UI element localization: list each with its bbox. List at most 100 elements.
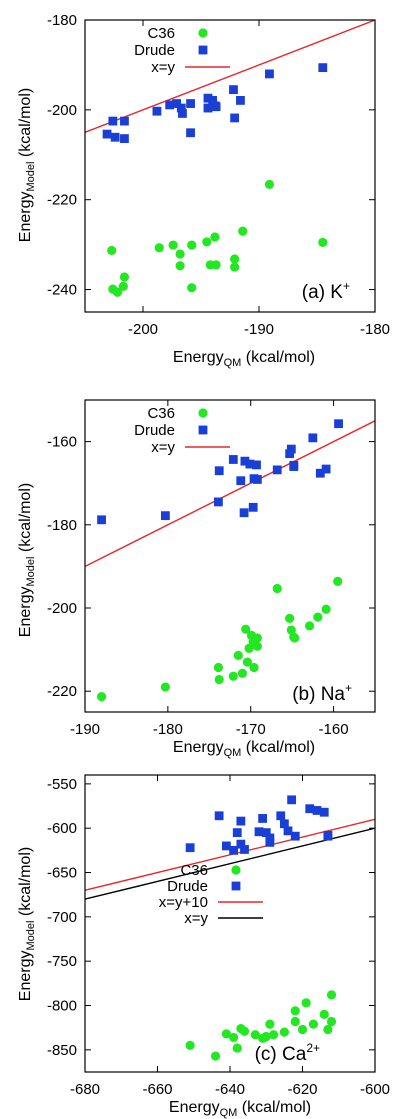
x-axis-label: EnergyQM (kcal/mol) xyxy=(169,1099,311,1119)
series-line-1 xyxy=(85,421,375,567)
legend-label: x=y xyxy=(151,59,175,76)
data-point xyxy=(97,515,106,524)
data-point xyxy=(290,633,299,642)
y-tick-label: -750 xyxy=(47,953,77,970)
data-point xyxy=(252,460,261,469)
data-point xyxy=(269,1030,278,1039)
data-point xyxy=(334,419,343,428)
legend-label: Drude xyxy=(167,878,208,895)
data-point xyxy=(186,128,195,137)
data-point xyxy=(153,107,162,116)
panel-label: (b) Na+ xyxy=(292,681,352,705)
legend-label: C36 xyxy=(147,405,175,422)
legend-swatch xyxy=(199,46,208,55)
data-point xyxy=(322,605,331,614)
data-point xyxy=(202,237,211,246)
x-tick-label: -600 xyxy=(360,1081,390,1098)
data-point xyxy=(108,284,117,293)
data-point xyxy=(318,63,327,72)
data-point xyxy=(155,243,164,252)
data-point xyxy=(210,232,219,241)
legend-label: x=y xyxy=(184,910,208,927)
data-point xyxy=(111,133,120,142)
data-point xyxy=(305,621,314,630)
panel-label: (a) K+ xyxy=(302,279,350,303)
y-tick-label: -200 xyxy=(47,600,77,617)
data-point xyxy=(276,811,285,820)
data-point xyxy=(187,240,196,249)
x-axis-label: EnergyQM (kcal/mol) xyxy=(173,349,315,369)
data-point xyxy=(320,1010,329,1019)
data-point xyxy=(234,651,243,660)
data-point xyxy=(186,99,195,108)
data-point xyxy=(120,134,129,143)
data-point xyxy=(176,249,185,258)
y-tick-label: -200 xyxy=(47,102,77,119)
series-c36 xyxy=(107,180,327,297)
chart-panel-3: -680-660-640-620-600-850-800-750-700-650… xyxy=(17,775,390,1119)
x-tick-label: -190 xyxy=(70,721,100,738)
data-point xyxy=(233,1043,242,1052)
data-point xyxy=(238,227,247,236)
x-tick-label: -200 xyxy=(128,321,158,338)
data-point xyxy=(258,814,267,823)
x-tick-label: -160 xyxy=(319,721,349,738)
data-point xyxy=(313,613,322,622)
data-point xyxy=(107,246,116,255)
y-tick-label: -220 xyxy=(47,192,77,209)
data-point xyxy=(236,476,245,485)
data-point xyxy=(291,832,300,841)
data-point xyxy=(240,845,249,854)
series-line-1 xyxy=(85,20,375,132)
data-point xyxy=(169,240,178,249)
data-point xyxy=(214,663,223,672)
data-point xyxy=(229,672,238,681)
data-point xyxy=(229,455,238,464)
series-drude xyxy=(186,795,333,854)
data-point xyxy=(161,682,170,691)
data-point xyxy=(320,808,329,817)
data-point xyxy=(318,238,327,247)
data-point xyxy=(249,663,258,672)
legend-swatch xyxy=(198,28,207,37)
data-point xyxy=(120,117,129,126)
data-point xyxy=(265,838,274,847)
data-point xyxy=(323,1025,332,1034)
legend-label: Drude xyxy=(134,42,175,59)
data-point xyxy=(215,675,224,684)
data-point xyxy=(253,475,262,484)
y-tick-label: -800 xyxy=(47,998,77,1015)
data-point xyxy=(187,283,196,292)
data-point xyxy=(229,1033,238,1042)
y-tick-label: -180 xyxy=(47,12,77,29)
data-point xyxy=(302,998,311,1007)
data-point xyxy=(211,260,220,269)
data-point xyxy=(253,642,262,651)
data-point xyxy=(273,465,282,474)
y-axis-label: EnergyModel (kcal/mol) xyxy=(17,88,37,242)
legend: C36Drudex=y xyxy=(134,25,230,76)
data-point xyxy=(253,633,262,642)
data-point xyxy=(186,843,195,852)
legend-swatch xyxy=(231,865,240,874)
y-tick-label: -700 xyxy=(47,909,77,926)
data-point xyxy=(280,1028,289,1037)
data-point xyxy=(322,465,331,474)
y-tick-label: -650 xyxy=(47,865,77,882)
data-point xyxy=(298,1025,307,1034)
legend-label: x=y+10 xyxy=(159,894,208,911)
legend-label: C36 xyxy=(147,25,175,42)
data-point xyxy=(238,669,247,678)
data-point xyxy=(120,272,129,281)
legend-swatch xyxy=(198,408,207,417)
data-point xyxy=(215,811,224,820)
x-tick-label: -180 xyxy=(153,721,183,738)
y-axis-label: EnergyModel (kcal/mol) xyxy=(17,847,37,1001)
data-point xyxy=(161,511,170,520)
data-point xyxy=(291,1006,300,1015)
data-point xyxy=(265,180,274,189)
panel-label: (c) Ca2+ xyxy=(255,1041,320,1065)
x-tick-label: -640 xyxy=(215,1081,245,1098)
y-tick-label: -160 xyxy=(47,434,77,451)
